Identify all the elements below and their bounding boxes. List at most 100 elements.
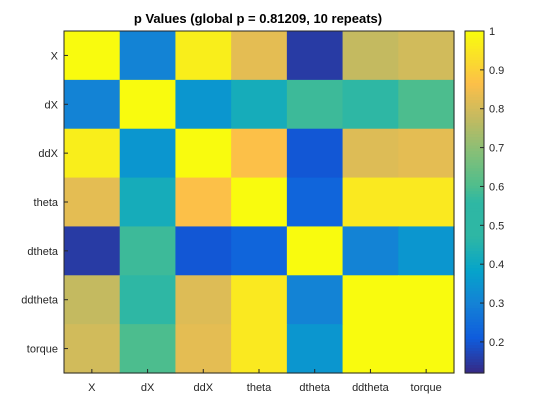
colorbar-gradient-step: [465, 56, 484, 61]
heatmap-cell: [175, 31, 232, 81]
colorbar-gradient-step: [465, 287, 484, 291]
colorbar-gradient-step: [465, 42, 484, 46]
colorbar-gradient-step: [465, 45, 484, 49]
colorbar-gradient-step: [465, 256, 484, 260]
heatmap-cell: [119, 226, 177, 276]
colorbar-gradient-step: [465, 221, 484, 226]
colorbar-gradient-step: [465, 65, 484, 69]
colorbar-gradient-step: [465, 39, 484, 43]
colorbar-gradient-step: [465, 68, 484, 72]
colorbar-gradient-step: [465, 224, 484, 229]
colorbar-gradient-step: [465, 276, 484, 280]
colorbar-gradient-step: [465, 367, 484, 371]
colorbar-gradient-step: [465, 62, 484, 66]
heatmap-cell: [119, 31, 177, 81]
colorbar-gradient-step: [465, 344, 484, 348]
colorbar-gradient-step: [465, 370, 484, 374]
heatmap-cell: [398, 177, 455, 228]
colorbar-gradient-step: [465, 213, 484, 217]
colorbar-tick-label: 0.7: [489, 143, 504, 155]
heatmap-cell: [398, 275, 455, 325]
colorbar-gradient-step: [465, 261, 484, 266]
heatmap-cell: [286, 79, 344, 130]
heatmap-cell: [231, 31, 288, 81]
colorbar-frame: [464, 30, 485, 374]
colorbar-gradient-step: [465, 219, 484, 223]
colorbar-gradient-step: [465, 73, 484, 78]
colorbar-gradient-step: [465, 227, 484, 232]
colorbar-gradient-step: [465, 130, 484, 135]
colorbar-tick-label: 0.9: [489, 65, 504, 77]
colorbar-gradient-step: [465, 179, 484, 183]
colorbar-gradient-step: [465, 236, 484, 240]
colorbar-gradient-step: [465, 204, 484, 209]
heatmap-cell: [119, 79, 177, 130]
colorbar-gradient-step: [465, 156, 484, 160]
colorbar-gradient-step: [465, 48, 484, 52]
colorbar-gradient-step: [465, 335, 484, 340]
colorbar-gradient-step: [465, 338, 484, 343]
colorbar-gradient-step: [465, 230, 484, 234]
chart-title: p Values (global p = 0.81209, 10 repeats…: [134, 11, 382, 26]
colorbar-gradient-step: [465, 364, 484, 368]
heatmap-cell: [231, 177, 288, 228]
x-tick-label: torque: [411, 382, 442, 394]
colorbar-gradient-step: [465, 113, 484, 118]
colorbar-gradient-step: [465, 176, 484, 180]
colorbar-gradient-step: [465, 190, 484, 195]
colorbar-gradient-step: [465, 76, 484, 81]
heatmap-cell: [286, 226, 344, 276]
colorbar-gradient-step: [465, 298, 484, 303]
colorbar-gradient-step: [465, 241, 484, 246]
heatmap-cell: [286, 128, 344, 179]
colorbar-gradient-step: [465, 125, 484, 129]
colorbar-gradient-step: [465, 147, 484, 152]
heatmap-cell: [175, 324, 232, 374]
colorbar-gradient-step: [465, 107, 484, 112]
heatmap-cell: [286, 275, 344, 325]
heatmap-cell: [342, 128, 399, 179]
colorbar-gradient-step: [465, 127, 484, 132]
colorbar-gradient-step: [465, 70, 484, 75]
colorbar-gradient-step: [465, 264, 484, 269]
heatmap-cells: [64, 31, 455, 374]
colorbar-gradient-step: [465, 153, 484, 157]
heatmap-cell: [286, 177, 344, 228]
colorbar-gradient-step: [465, 133, 484, 138]
colorbar-gradient-step: [465, 82, 484, 86]
heatmap-cell: [231, 128, 288, 179]
colorbar-gradient-step: [465, 333, 484, 337]
x-tick-label: ddtheta: [352, 382, 390, 394]
colorbar-gradient-step: [465, 361, 484, 366]
colorbar-gradient-step: [465, 278, 484, 283]
colorbar-gradient-step: [465, 318, 484, 323]
colorbar: 0.2 0.3 0.4 0.5 0.6 0.7 0.8 0.9 1: [464, 26, 504, 374]
heatmap-cell: [342, 79, 399, 130]
heatmap-cell: [175, 226, 232, 276]
heatmap-cell: [398, 226, 455, 276]
colorbar-gradient-step: [465, 244, 484, 249]
colorbar-gradient-step: [465, 330, 484, 334]
colorbar-gradient-step: [465, 90, 484, 95]
colorbar-tick-label: 1: [489, 26, 495, 38]
heatmap-cell: [286, 324, 344, 374]
colorbar-gradient-step: [465, 293, 484, 297]
colorbar-gradient-step: [465, 59, 484, 63]
colorbar-gradient-step: [465, 36, 484, 41]
x-tick-label: X: [88, 382, 96, 394]
x-tick-label: dX: [141, 382, 155, 394]
heatmap-cell: [398, 128, 455, 179]
colorbar-gradient-step: [465, 247, 484, 252]
colorbar-gradient-step: [465, 136, 484, 140]
colorbar-gradient-step: [465, 159, 484, 163]
colorbar-gradient-step: [465, 182, 484, 186]
colorbar-gradient-step: [465, 270, 484, 274]
colorbar-gradient-step: [465, 53, 484, 58]
heatmap-cell: [286, 31, 344, 81]
colorbar-tick-label: 0.6: [489, 181, 504, 193]
y-tick-label: ddtheta: [21, 295, 59, 307]
colorbar-gradient-step: [465, 307, 484, 311]
colorbar-gradient-step: [465, 93, 484, 98]
colorbar-gradient-step: [465, 321, 484, 326]
